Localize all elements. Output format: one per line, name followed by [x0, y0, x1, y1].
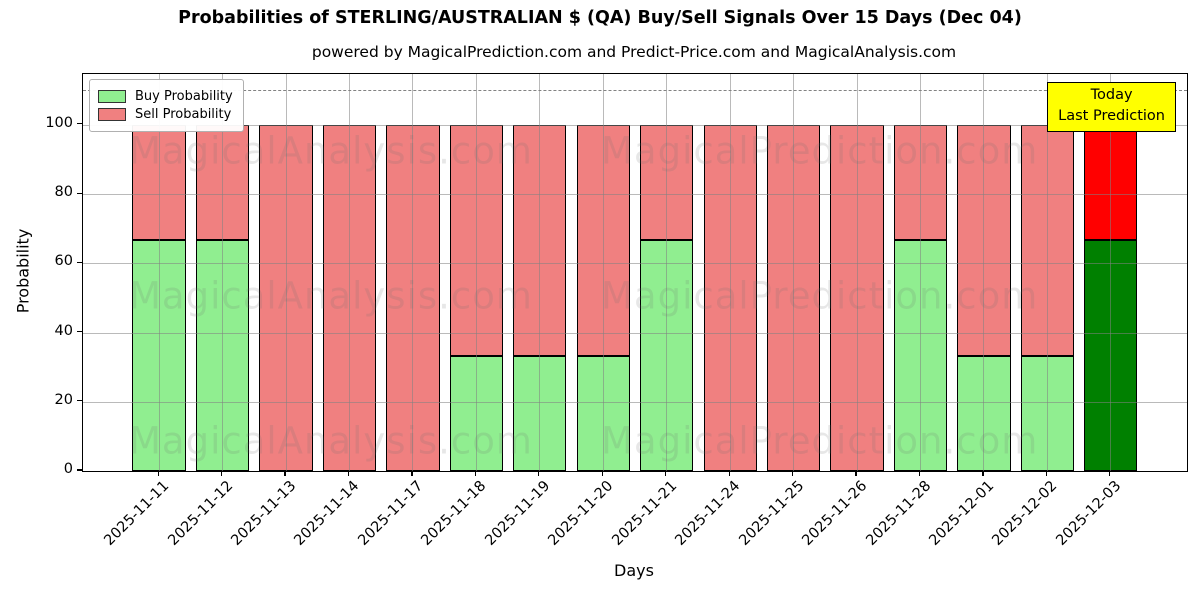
chart-title: Probabilities of STERLING/AUSTRALIAN $ (… — [178, 8, 1022, 28]
x-tick-mark — [474, 471, 476, 476]
x-tick-label: 2025-11-13 — [228, 478, 300, 549]
y-tick-label: 80 — [54, 184, 73, 201]
x-tick-mark — [855, 471, 857, 476]
x-tick-label: 2025-11-14 — [291, 478, 363, 549]
bars-layer — [83, 74, 1187, 471]
x-tick-label: 2025-11-18 — [418, 478, 490, 549]
y-tick-mark — [77, 330, 82, 333]
legend: Buy Probability Sell Probability — [89, 79, 244, 132]
buy-swatch-icon — [98, 90, 126, 103]
bar-sell-segment — [513, 124, 567, 356]
bar-sell-segment — [640, 124, 694, 241]
y-tick-mark — [77, 469, 82, 471]
legend-label-sell: Sell Probability — [135, 107, 232, 122]
bar-sell-segment — [576, 124, 630, 356]
x-tick-mark — [157, 471, 159, 476]
x-tick-label: 2025-11-26 — [799, 478, 871, 549]
x-tick-label: 2025-11-24 — [672, 478, 744, 549]
bar-sell-segment — [195, 124, 250, 241]
x-tick-mark — [1109, 471, 1111, 476]
x-tick-mark — [601, 471, 603, 476]
bar-sell-segment — [386, 124, 440, 471]
bar-sell-segment — [1084, 124, 1138, 241]
legend-item-buy: Buy Probability — [98, 89, 233, 104]
y-tick-label: 0 — [63, 461, 73, 477]
plot-area: MagicalAnalysis.comMagicalPrediction.com… — [82, 73, 1188, 472]
x-tick-label: 2025-11-20 — [545, 478, 617, 549]
bar-sell-segment — [322, 124, 377, 471]
bar-buy-segment — [893, 240, 948, 471]
x-tick-mark — [728, 471, 730, 476]
today-annotation: Today Last Prediction — [1047, 82, 1176, 133]
bar-sell-segment — [893, 124, 948, 241]
bar-sell-segment — [1020, 124, 1075, 356]
bar-buy-segment — [640, 240, 694, 471]
bar-sell-segment — [766, 124, 821, 471]
bar-buy-segment — [1020, 355, 1075, 471]
x-tick-label: 2025-11-11 — [101, 478, 173, 549]
bar-sell-segment — [703, 124, 757, 471]
bar-sell-segment — [132, 124, 186, 241]
legend-label-buy: Buy Probability — [135, 89, 233, 104]
bar-buy-segment — [1084, 240, 1138, 471]
bar-buy-segment — [513, 355, 567, 471]
x-tick-mark — [1045, 471, 1047, 476]
x-tick-mark — [918, 471, 921, 476]
bar-sell-segment — [449, 124, 503, 356]
x-tick-label: 2025-11-19 — [482, 478, 554, 549]
y-tick-mark — [77, 192, 82, 194]
y-tick-mark — [77, 261, 82, 263]
today-annotation-line1: Today — [1090, 87, 1133, 103]
bar-buy-segment — [449, 355, 503, 471]
x-tick-mark — [792, 471, 794, 476]
x-tick-label: 2025-12-01 — [926, 478, 998, 549]
x-tick-label: 2025-11-28 — [862, 478, 934, 549]
x-tick-label: 2025-12-02 — [989, 478, 1061, 549]
bar-buy-segment — [132, 240, 186, 471]
x-tick-mark — [982, 471, 984, 476]
y-tick-label: 40 — [54, 322, 73, 339]
chart-subtitle: powered by MagicalPrediction.com and Pre… — [311, 43, 957, 61]
x-tick-mark — [411, 471, 413, 476]
sell-swatch-icon — [98, 108, 126, 121]
x-tick-mark — [347, 471, 350, 476]
bar-buy-segment — [957, 355, 1011, 471]
bar-buy-segment — [576, 355, 630, 471]
today-annotation-line2: Last Prediction — [1058, 108, 1165, 125]
bar-sell-segment — [259, 124, 313, 471]
y-tick-label: 20 — [54, 391, 73, 408]
x-tick-label: 2025-11-21 — [609, 478, 681, 549]
y-tick-label: 100 — [45, 114, 73, 131]
y-tick-mark — [77, 123, 82, 125]
x-tick-label: 2025-11-12 — [164, 478, 236, 549]
y-tick-label: 60 — [54, 253, 73, 270]
bar-sell-segment — [957, 124, 1011, 356]
x-tick-mark — [284, 471, 286, 476]
y-tick-mark — [77, 400, 82, 402]
bar-sell-segment — [830, 124, 884, 471]
x-tick-mark — [538, 471, 540, 476]
x-tick-mark — [665, 471, 667, 476]
x-tick-label: 2025-12-03 — [1053, 478, 1125, 549]
legend-item-sell: Sell Probability — [98, 107, 233, 122]
x-tick-label: 2025-11-25 — [736, 478, 807, 549]
x-tick-mark — [220, 471, 223, 476]
bar-buy-segment — [195, 240, 250, 471]
x-axis-label: Days — [614, 561, 654, 580]
x-tick-label: 2025-11-17 — [355, 478, 427, 549]
